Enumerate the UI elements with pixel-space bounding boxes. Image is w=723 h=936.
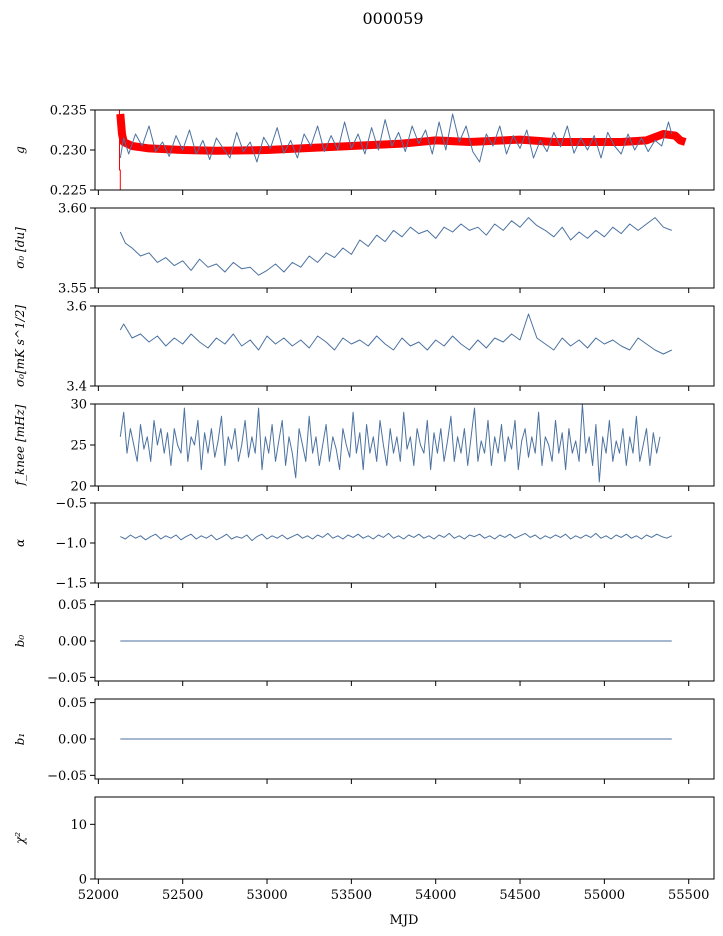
x-axis-label: MJD: [390, 913, 419, 928]
y-tick-label: 25: [70, 439, 87, 454]
y-tick-label: −0.05: [47, 769, 87, 784]
y-axis-label: σ₀ [du]: [13, 227, 27, 269]
panel-frame: [94, 305, 715, 387]
y-tick-label: 0.230: [50, 144, 87, 159]
y-tick-label: 3.60: [58, 202, 87, 217]
y-tick-label: 3.55: [58, 282, 87, 297]
panel-8: 0 10 χ²: [13, 796, 715, 888]
y-tick-label: 0.00: [58, 733, 87, 748]
x-tick-label: 53000: [246, 888, 287, 903]
series-line-5-1: [120, 532, 673, 542]
panel-frame: [94, 502, 715, 584]
y-tick-label: −0.5: [55, 497, 87, 512]
y-tick-label: 0.05: [58, 598, 87, 613]
y-tick-label: 30: [70, 398, 87, 413]
y-tick-label: 0.00: [58, 635, 87, 650]
series-line-1-1: [116, 113, 687, 155]
panel-2: 3.55 3.60 σ₀ [du]: [13, 202, 715, 297]
series-line-2-1: [119, 217, 672, 276]
series-line-1-2: [119, 110, 121, 190]
y-tick-label: −1.0: [55, 537, 87, 552]
y-axis-label: f_knee [mHz]: [13, 404, 27, 486]
panel-frame: [94, 796, 715, 880]
y-tick-label: −0.05: [47, 671, 87, 686]
y-axis-label: α: [13, 539, 27, 547]
y-axis-label: σ₀[mK s^1/2]: [13, 305, 27, 387]
y-tick-label: 0: [79, 873, 87, 888]
x-tick-label: 54500: [499, 888, 540, 903]
y-tick-label: 0.235: [50, 104, 87, 119]
x-tick-label: 53500: [331, 888, 372, 903]
x-tick-label: 52000: [78, 888, 119, 903]
y-tick-label: 10: [70, 818, 87, 833]
y-axis-label: g: [13, 146, 27, 154]
panel-frame: [94, 207, 715, 289]
x-tick-label: 55500: [668, 888, 709, 903]
panel-7: −0.05 0.00 0.05 b₁: [13, 696, 715, 784]
y-tick-label: 3.4: [66, 380, 87, 395]
x-tick-label: 54000: [415, 888, 456, 903]
panel-4: 20 25 30 f_knee [mHz]: [13, 398, 715, 495]
x-tick-label: 55000: [584, 888, 625, 903]
y-tick-label: 3.6: [66, 300, 87, 315]
y-tick-label: 0.05: [58, 696, 87, 711]
panel-5: −1.5 −1.0 −0.5 α: [13, 497, 715, 592]
panel-6: −0.05 0.00 0.05 b₀: [13, 598, 715, 686]
y-tick-label: −1.5: [55, 577, 87, 592]
y-axis-label: b₁: [13, 733, 27, 746]
series-line-3-1: [119, 313, 673, 355]
y-tick-label: 20: [70, 480, 87, 495]
y-tick-label: 0.225: [50, 184, 87, 199]
x-tick-label: 52500: [162, 888, 203, 903]
y-axis-label: χ²: [13, 832, 27, 845]
panels-group: 0.225 0.230 0.235 g 3.55 3.60 σ₀ [du] 3.4 3.6 σ₀[…: [13, 104, 715, 903]
y-axis-label: b₀: [13, 635, 27, 648]
series-line-1-3: [119, 113, 673, 163]
panel-3: 3.4 3.6 σ₀[mK s^1/2]: [13, 300, 715, 395]
figure-title: 000059: [362, 9, 423, 28]
series-line-4-1: [119, 404, 661, 483]
panel-1: 0.225 0.230 0.235 g: [13, 104, 715, 199]
